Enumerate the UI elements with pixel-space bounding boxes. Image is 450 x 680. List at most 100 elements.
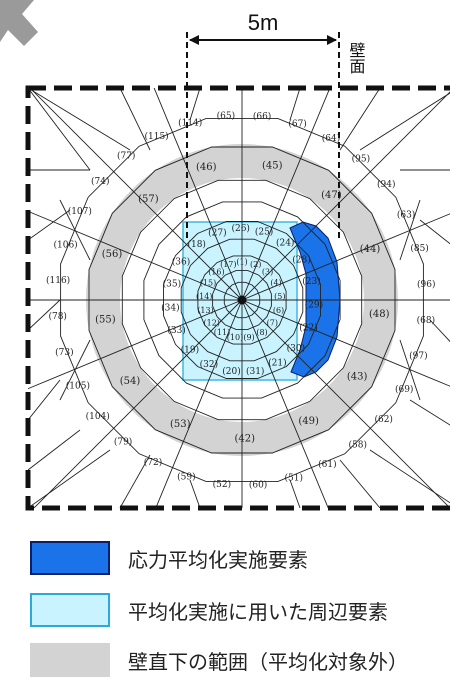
- element-number: (63): [397, 210, 415, 221]
- mesh-ring: [143, 201, 341, 399]
- element-number: (85): [410, 243, 428, 254]
- mesh-radial: [28, 299, 243, 390]
- legend-swatch-wall: [30, 643, 110, 677]
- element-number: (73): [55, 347, 73, 358]
- element-number: (36): [172, 257, 190, 268]
- mesh-radial: [241, 299, 450, 508]
- mesh-radial: [241, 213, 450, 301]
- element-number: (16): [208, 268, 224, 277]
- legend-label-wall: 壁直下の範囲（平均化対象外）: [128, 649, 408, 674]
- element-number: (28): [292, 255, 310, 266]
- element-number: (20): [222, 366, 240, 377]
- element-number: (74): [91, 176, 109, 187]
- element-number: (10): [227, 333, 243, 342]
- mesh-edge: [359, 92, 450, 151]
- element-number: (107): [68, 206, 92, 217]
- legend-item-surround: 平均化実施に用いた周辺要素: [30, 590, 388, 630]
- element-number: (34): [161, 302, 179, 313]
- element-number: (7): [267, 319, 278, 328]
- mesh-edge: [119, 454, 151, 508]
- mesh-edge: [28, 88, 131, 151]
- mesh-ring: [88, 146, 396, 454]
- mesh-radial: [241, 91, 450, 301]
- element-number: (64): [322, 133, 340, 144]
- legend-item-wall: 壁直下の範囲（平均化対象外）: [30, 640, 408, 680]
- element-number: (4): [270, 279, 281, 288]
- element-number: (47): [321, 190, 342, 201]
- mesh-edge: [289, 479, 301, 508]
- element-number: (45): [262, 161, 283, 172]
- element-number: (57): [138, 194, 159, 205]
- mesh-edge: [28, 379, 61, 421]
- mesh-edge: [189, 88, 201, 121]
- element-number: (32): [200, 359, 218, 370]
- mesh-ring: [60, 118, 424, 482]
- element-number: (62): [374, 414, 392, 425]
- element-number: (18): [187, 239, 205, 250]
- element-number: (5): [274, 292, 285, 301]
- mesh-edge: [429, 319, 450, 343]
- mesh-edge: [399, 339, 421, 401]
- element-number: (48): [369, 309, 390, 320]
- mesh-edge: [289, 88, 301, 121]
- element-number: (53): [170, 419, 191, 430]
- element-number: (69): [395, 384, 413, 395]
- mesh-radial: [29, 88, 243, 301]
- element-number: (9): [243, 333, 254, 342]
- mesh-ring: [223, 281, 261, 319]
- element-number: (8): [256, 328, 267, 337]
- element-number: (31): [246, 366, 264, 377]
- mesh-radial: [153, 88, 243, 301]
- mesh-edge: [28, 449, 111, 508]
- element-number: (43): [347, 371, 368, 382]
- element-number: (114): [178, 117, 202, 128]
- element-number: (72): [144, 457, 162, 468]
- element-number: (67): [288, 119, 306, 130]
- element-number: (60): [249, 479, 267, 490]
- element-number: (13): [197, 306, 213, 315]
- element-number: (78): [48, 311, 66, 322]
- element-number: (106): [53, 239, 77, 250]
- element-number: (11): [214, 328, 230, 337]
- element-number-labels: (1) (2)(3) (4) (5) (6) (7)(8)(9)(10)(11)(12) (…: [46, 111, 436, 491]
- element-number: (115): [144, 131, 168, 142]
- element-number: (46): [196, 162, 217, 173]
- element-number: (59): [177, 471, 195, 482]
- mesh-edge: [119, 88, 151, 151]
- element-number: (95): [352, 153, 370, 164]
- element-number: (21): [268, 358, 286, 369]
- element-number: (56): [102, 249, 123, 260]
- element-number: (15): [200, 279, 216, 288]
- element-number: (33): [167, 325, 185, 336]
- element-number: (27): [208, 227, 226, 238]
- dimension-arrow-left-icon: [189, 35, 199, 45]
- legend-swatch-surround: [30, 593, 110, 627]
- mesh-radial: [241, 299, 450, 387]
- mesh-edge: [399, 199, 421, 261]
- element-number: (65): [217, 111, 235, 122]
- element-number: (19): [181, 345, 199, 356]
- element-number: (66): [253, 111, 271, 122]
- legend-swatch-stress: [30, 541, 110, 575]
- mesh-edge: [59, 199, 91, 261]
- element-number: (52): [213, 479, 231, 490]
- element-number: (22): [299, 323, 317, 334]
- mesh-edge: [339, 459, 381, 508]
- mesh-radial: [241, 88, 331, 301]
- element-number: (29): [305, 300, 323, 311]
- element-number: (116): [46, 275, 70, 286]
- boundary-frame: [25, 85, 450, 511]
- mesh-edge: [28, 88, 91, 171]
- mesh-edge: [28, 299, 61, 331]
- mesh-edge: [409, 399, 450, 426]
- mesh-ring: [121, 179, 363, 421]
- mesh-edge: [189, 479, 201, 508]
- element-number: (12): [203, 319, 219, 328]
- mesh-edge: [28, 429, 81, 471]
- element-number: (26): [231, 223, 249, 234]
- mesh-ring: [212, 270, 272, 330]
- element-number: (35): [163, 279, 181, 290]
- element-number: (23): [302, 276, 320, 287]
- mesh-edge: [28, 209, 71, 241]
- element-number: (51): [285, 473, 303, 484]
